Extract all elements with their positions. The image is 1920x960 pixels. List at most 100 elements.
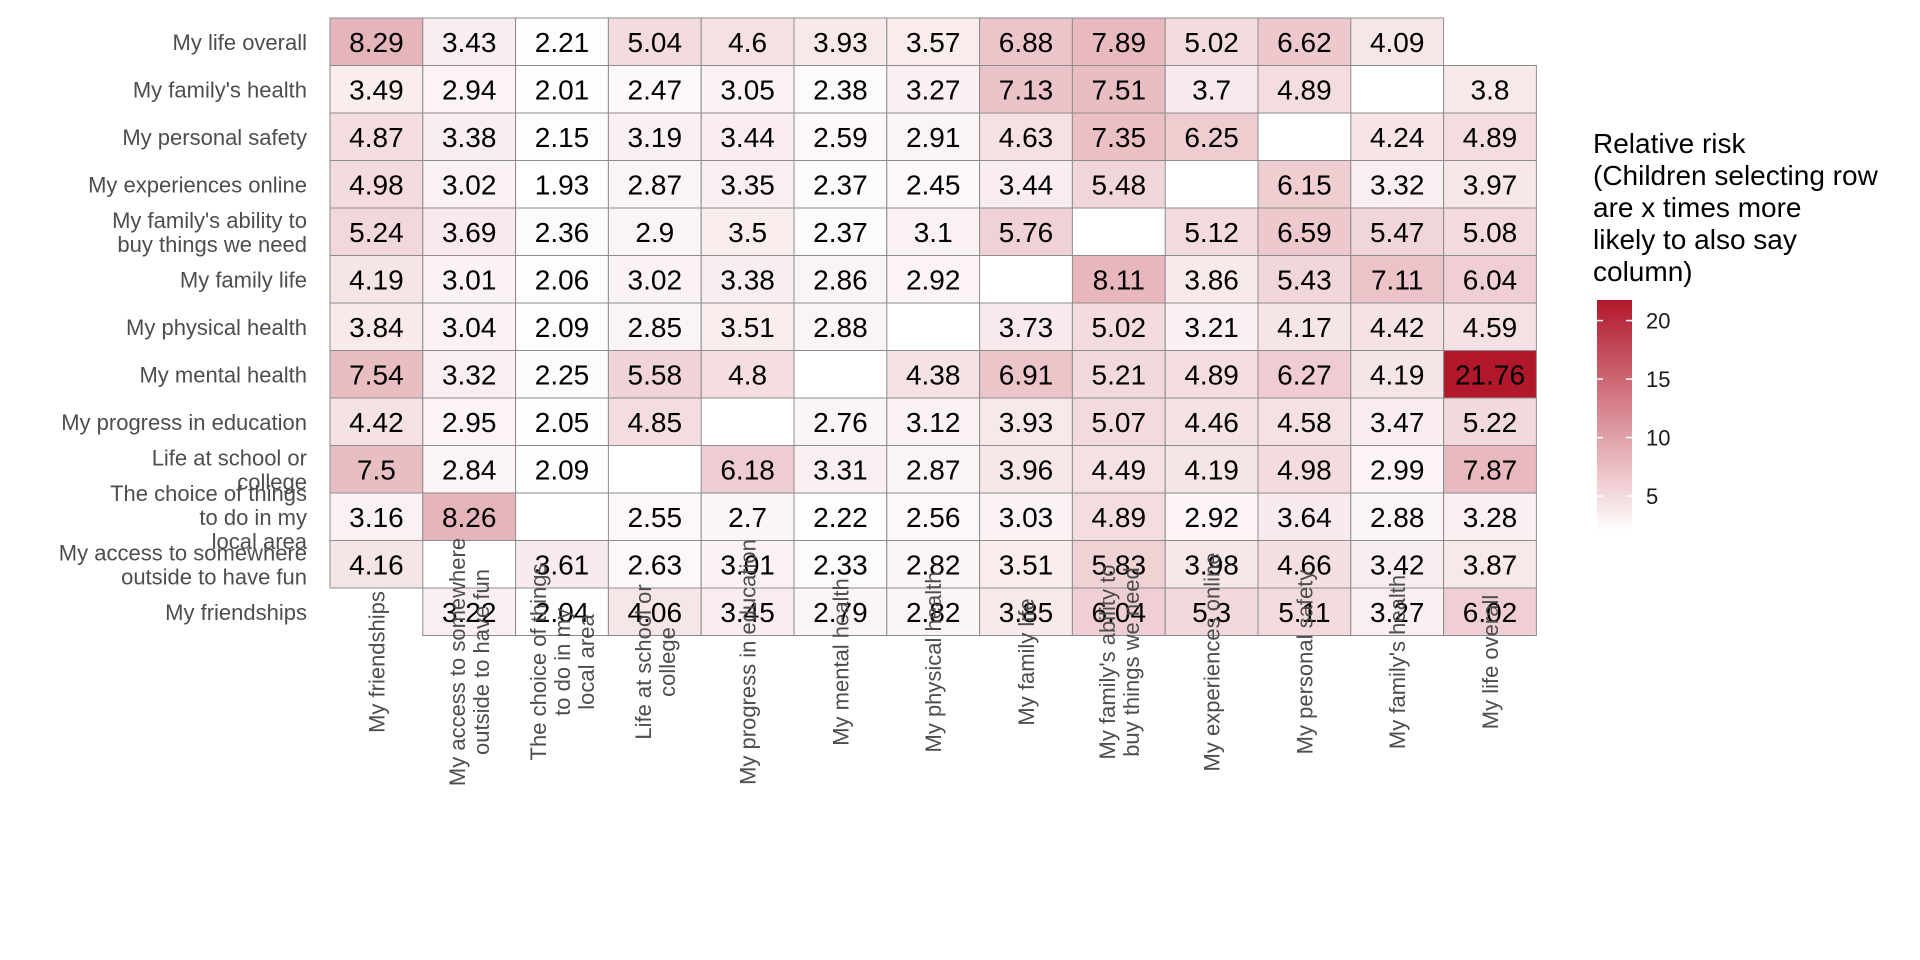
cell-value-label: 5.3 [1192,597,1231,628]
column-label: Life at school or [631,584,656,739]
heatmap-cell [979,302,1073,351]
cell-value-label: 21.76 [1455,359,1525,390]
cell-value-label: 3.12 [906,407,961,438]
heatmap-cell [1443,302,1537,351]
column-label: My experiences online [1200,553,1225,772]
cell-value-label: 5.22 [1463,407,1518,438]
color-legend: Relative risk(Children selecting roware … [1593,128,1879,532]
heatmap-cell [607,65,702,114]
cell-value-label: 3.86 [1184,264,1239,295]
heatmap-cell [607,17,702,66]
row-labels: My life overall My family's health My pers… [59,30,308,625]
heatmap-cell [886,160,981,209]
cell-value-label: 3.45 [720,597,775,628]
cell-value-label: 2.91 [906,122,961,153]
heatmap-cell [886,65,981,114]
column-labels: My friendships My access to somewhere outs… [364,538,1503,786]
cell-value-label: 2.82 [906,549,961,580]
row-label: The choice of things [110,481,307,506]
column-label: My family's health [1385,575,1410,749]
cell-value-label: 5.43 [1277,264,1332,295]
heatmap-cell [422,207,517,256]
legend-title-line: (Children selecting row [1593,160,1879,191]
legend-tick-label: 20 [1646,309,1670,334]
heatmap-cell [1071,445,1166,494]
heatmap-cell [793,65,888,114]
cell-value-label: 4.98 [1277,454,1332,485]
heatmap-cell [700,207,795,256]
cell-value-label: 2.25 [535,359,590,390]
heatmap-cell [1443,492,1537,541]
cell-value-label: 3.01 [720,549,775,580]
cell-value-label: 3.1 [914,217,953,248]
cell-value-label: 2.37 [813,217,868,248]
heatmap-cell [886,112,981,161]
heatmap-cell [1257,302,1352,351]
row-label: Life at school or [152,445,307,470]
cell-value-label: 4.42 [1370,312,1425,343]
row-label: My mental health [139,362,307,387]
cell-value-label: 4.58 [1277,407,1332,438]
cell-value-label: 7.54 [349,359,404,390]
heatmap-cell [700,112,795,161]
cell-value-label: 2.56 [906,502,961,533]
heatmap-cell [1071,587,1166,636]
heatmap-cell [329,350,424,399]
column-label: college [655,627,680,697]
cell-value-label: 4.16 [349,549,404,580]
cell-value-label: 2.33 [813,549,868,580]
heatmap-cell [1164,255,1259,304]
row-label: My experiences online [88,172,307,197]
cell-value-label: 4.19 [1184,454,1239,485]
cell-value-label: 3.02 [628,264,683,295]
cell-value-label: 7.51 [1092,74,1147,105]
cell-value-label: 2.95 [442,407,497,438]
cell-value-label: 3.8 [1471,74,1510,105]
cell-value-label: 2.82 [906,597,961,628]
column-label: The choice of things [526,564,551,761]
cell-value-label: 5.08 [1463,217,1518,248]
cell-value-label: 2.86 [813,264,868,295]
cell-value-label: 2.92 [906,264,961,295]
cell-value-label: 3.02 [442,169,497,200]
legend-title-line: are x times more [1593,192,1802,223]
heatmap-cell [515,302,609,351]
legend-title-line: Relative risk [1593,128,1746,159]
heatmap-cell [1350,350,1445,399]
cell-value-label: 8.11 [1093,264,1145,295]
heatmap-cell [793,540,888,589]
heatmap-cell [700,540,795,589]
cell-value-label: 7.13 [999,74,1054,105]
row-label: outside to have fun [121,564,307,589]
cell-value-label: 2.76 [813,407,868,438]
heatmap-cell [1443,112,1537,161]
cell-value-label: 2.85 [628,312,683,343]
heatmap-cell [1257,255,1352,304]
column-label: My life overall [1478,595,1503,729]
heatmap-cell [700,492,795,541]
cell-value-label: 3.97 [1463,169,1518,200]
cell-value-label: 4.17 [1277,312,1332,343]
cell-value-label: 3.22 [442,597,497,628]
cell-value-label: 3.44 [999,169,1054,200]
row-label: My family's health [133,77,307,102]
heatmap-cell [422,17,517,66]
column-label: My friendships [364,591,389,733]
heatmap-cell [700,65,795,114]
cell-value-label: 3.38 [720,264,775,295]
heatmap-cell [1257,350,1352,399]
heatmap-cell [515,112,609,161]
cell-value-label: 3.98 [1184,549,1239,580]
heatmap-cell [607,302,702,351]
column-label: My personal safety [1292,570,1317,755]
heatmap-cell [422,492,517,541]
heatmap-cell [886,397,981,446]
cell-value-label: 3.61 [535,549,590,580]
column-label: My progress in education [736,539,761,785]
heatmap-cell [793,302,888,351]
cell-value-label: 7.87 [1463,454,1518,485]
heatmap-cell [422,445,517,494]
row-label: My personal safety [122,125,307,150]
cell-value-label: 6.91 [999,359,1054,390]
cell-value-label: 3.38 [442,122,497,153]
